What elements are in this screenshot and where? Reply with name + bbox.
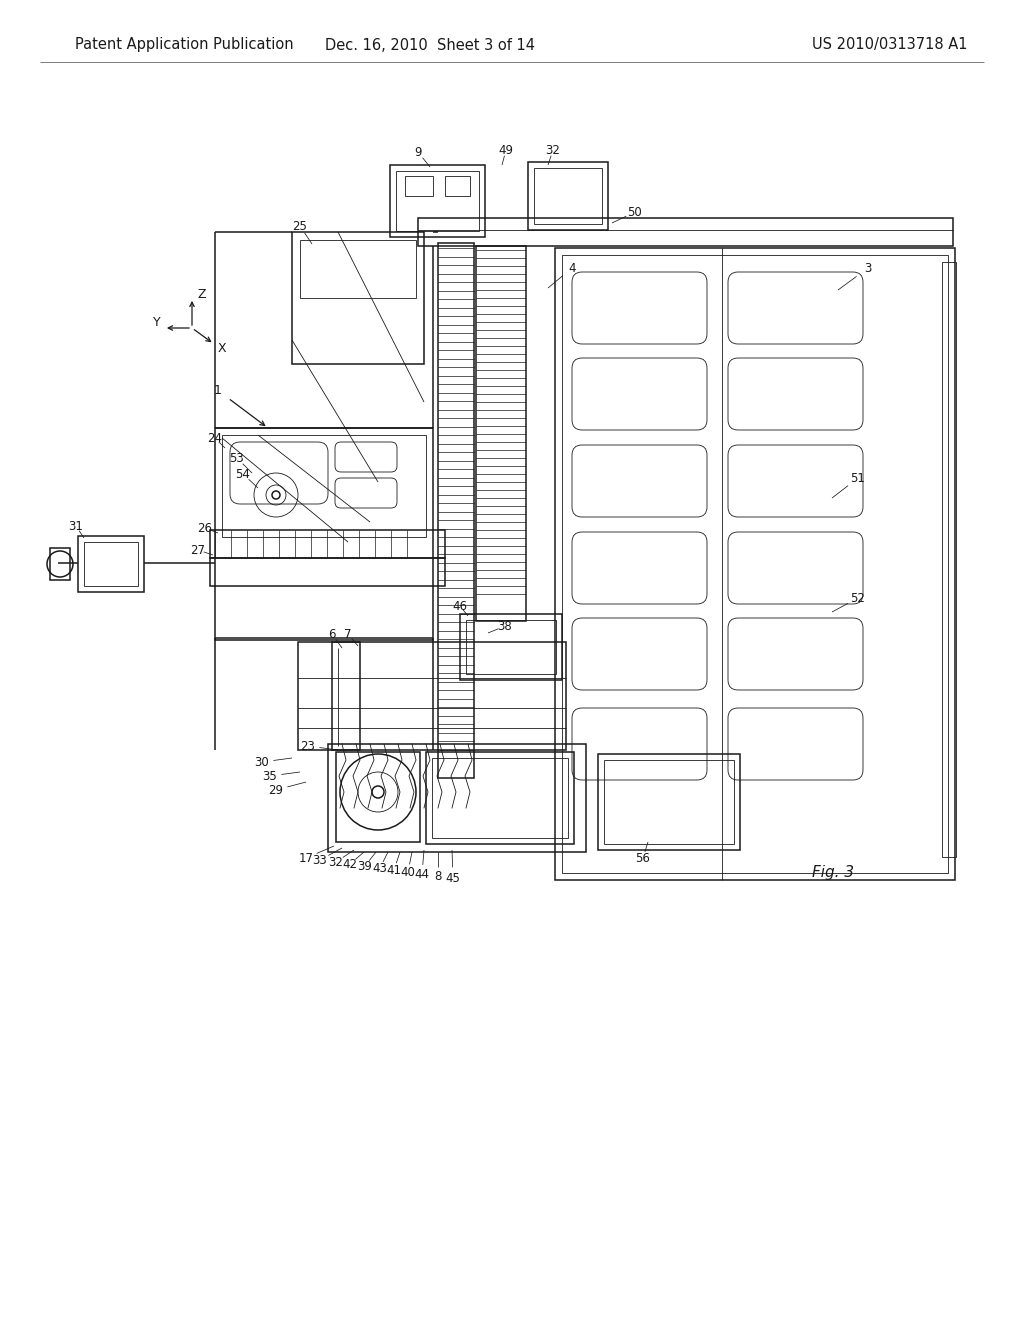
Bar <box>215 428 433 640</box>
Bar <box>598 754 740 850</box>
Bar <box>396 172 479 231</box>
Text: 30: 30 <box>255 755 269 768</box>
Text: 7: 7 <box>344 627 352 640</box>
Bar <box>562 255 948 873</box>
Text: 24: 24 <box>208 432 222 445</box>
Bar <box>555 248 955 880</box>
Text: 45: 45 <box>445 871 461 884</box>
Text: 9: 9 <box>415 145 422 158</box>
Text: 27: 27 <box>190 544 206 557</box>
Bar <box>292 232 424 364</box>
Bar <box>50 548 70 579</box>
Bar <box>460 614 562 680</box>
Text: 40: 40 <box>400 866 416 879</box>
Text: 1: 1 <box>214 384 222 396</box>
Bar <box>78 536 144 591</box>
Text: 32: 32 <box>546 144 560 157</box>
Text: 56: 56 <box>636 851 650 865</box>
Bar <box>332 642 360 750</box>
Bar <box>390 165 485 238</box>
Text: 6: 6 <box>329 627 336 640</box>
Text: Y: Y <box>154 317 161 330</box>
Text: US 2010/0313718 A1: US 2010/0313718 A1 <box>812 37 968 53</box>
Bar <box>534 168 602 224</box>
Text: 44: 44 <box>415 867 429 880</box>
Bar <box>210 531 445 558</box>
Text: 50: 50 <box>628 206 642 219</box>
Text: 49: 49 <box>499 144 513 157</box>
Bar <box>445 176 470 195</box>
Bar <box>432 758 568 838</box>
Text: 51: 51 <box>851 471 865 484</box>
Text: 38: 38 <box>498 619 512 632</box>
Bar <box>210 558 445 586</box>
Bar <box>300 240 416 298</box>
Text: 4: 4 <box>568 261 575 275</box>
Bar <box>336 752 420 842</box>
Text: Z: Z <box>198 288 206 301</box>
Text: 29: 29 <box>268 784 284 796</box>
Text: 26: 26 <box>198 521 213 535</box>
Text: 53: 53 <box>229 451 245 465</box>
Bar <box>528 162 608 230</box>
Bar <box>418 218 953 246</box>
Text: 54: 54 <box>236 467 251 480</box>
Text: 25: 25 <box>293 219 307 232</box>
Bar <box>406 176 433 195</box>
Text: Fig. 3: Fig. 3 <box>812 865 854 879</box>
Bar <box>328 744 586 851</box>
Text: 42: 42 <box>342 858 357 870</box>
Bar <box>466 620 556 675</box>
Text: 41: 41 <box>386 863 401 876</box>
Text: 32: 32 <box>329 855 343 869</box>
Text: 52: 52 <box>851 591 865 605</box>
Text: 35: 35 <box>262 770 278 783</box>
Bar <box>84 543 138 586</box>
Circle shape <box>372 785 384 799</box>
Circle shape <box>272 491 280 499</box>
Text: X: X <box>218 342 226 355</box>
Text: 39: 39 <box>357 859 373 873</box>
Text: 8: 8 <box>434 870 441 883</box>
Bar <box>438 243 474 777</box>
Bar <box>222 436 426 537</box>
Text: 43: 43 <box>373 862 387 874</box>
Bar <box>476 246 526 620</box>
Bar <box>426 752 574 843</box>
Text: Dec. 16, 2010  Sheet 3 of 14: Dec. 16, 2010 Sheet 3 of 14 <box>325 37 535 53</box>
Text: 3: 3 <box>864 261 871 275</box>
Text: 23: 23 <box>301 739 315 752</box>
Bar <box>604 760 734 843</box>
Text: Patent Application Publication: Patent Application Publication <box>75 37 294 53</box>
Bar <box>942 261 956 857</box>
Text: 46: 46 <box>453 599 468 612</box>
Bar <box>298 642 566 750</box>
Text: 31: 31 <box>69 520 83 532</box>
Text: 33: 33 <box>312 854 328 866</box>
Text: 17: 17 <box>299 851 313 865</box>
